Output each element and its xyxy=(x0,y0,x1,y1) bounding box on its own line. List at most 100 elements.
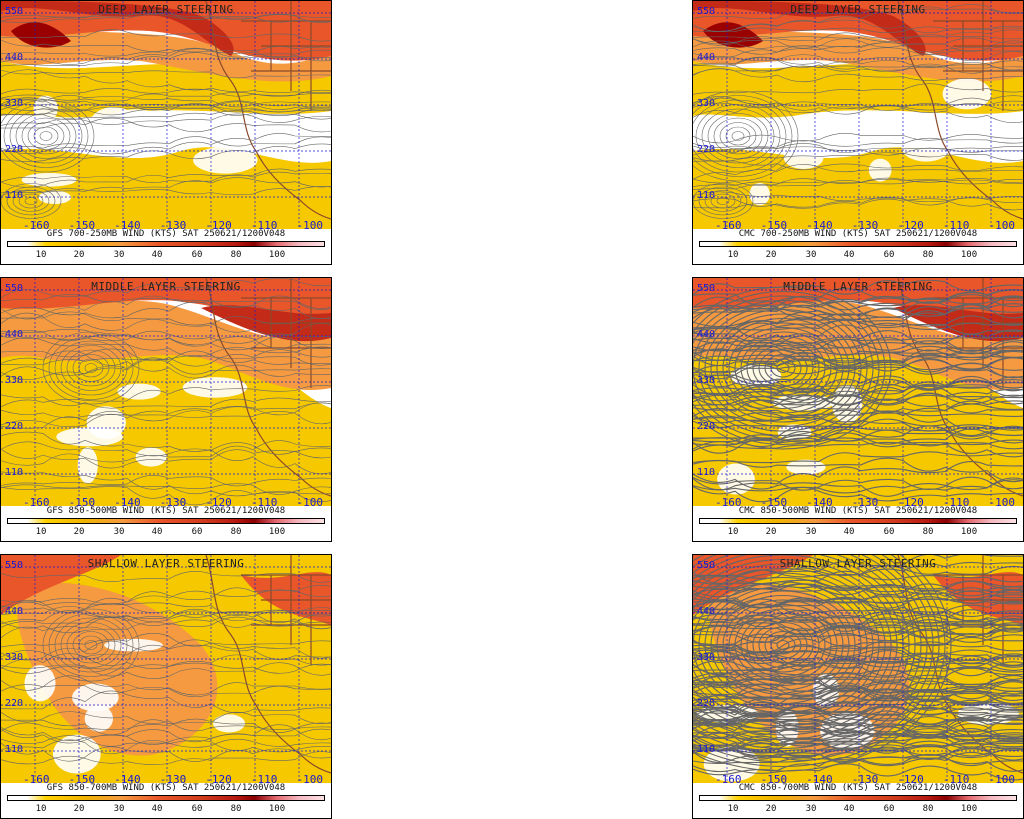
colorbar-tick-label: 10 xyxy=(727,527,739,537)
lon-labels: -160 -150 -140 -130 -120 -110 -100 xyxy=(715,773,1015,786)
colorbar-ticks: 10 20 30 40 60 80 100 xyxy=(713,250,993,262)
lon-label: -100 xyxy=(296,496,323,509)
lat-label: 550 xyxy=(5,560,24,571)
wind-speed-colorbar xyxy=(699,241,1017,247)
colorbar-tick-label: 100 xyxy=(268,527,286,537)
panel-title: DEEP LAYER STEERING xyxy=(790,3,926,16)
panel-gfs-middle: MIDDLE LAYER STEERING 550 440 330 220 110 -160… xyxy=(0,277,332,542)
lon-label: -110 xyxy=(250,773,278,786)
colorbar-tick-label: 40 xyxy=(843,527,855,537)
lat-label: 440 xyxy=(697,52,716,63)
colorbar-ticks: 10 20 30 40 60 80 100 xyxy=(21,250,301,262)
panel-caption: CMC 850-700MB WIND (KTS) SAT 250621/1200… xyxy=(738,783,978,793)
lon-label: -160 xyxy=(23,219,50,232)
lat-label: 330 xyxy=(5,652,24,663)
lat-label: 110 xyxy=(5,744,24,755)
lon-labels: -160 -150 -140 -130 -120 -110 -100 xyxy=(715,219,1015,232)
panel-title: MIDDLE LAYER STEERING xyxy=(91,280,241,293)
steering-map xyxy=(1,1,331,229)
colorbar-tick-label: 80 xyxy=(230,250,242,260)
lat-label: 220 xyxy=(697,144,716,155)
steering-map xyxy=(1,555,331,783)
lon-label: -110 xyxy=(942,496,970,509)
wind-speed-colorbar xyxy=(699,795,1017,801)
lat-label: 550 xyxy=(5,6,24,17)
colorbar-tick-label: 20 xyxy=(73,804,85,814)
colorbar-ticks: 10 20 30 40 60 80 100 xyxy=(713,527,993,539)
lat-label: 440 xyxy=(5,606,24,617)
colorbar-tick-label: 100 xyxy=(268,250,286,260)
colorbar-tick-label: 100 xyxy=(960,527,978,537)
wind-speed-colorbar xyxy=(699,518,1017,524)
wind-speed-colorbar xyxy=(7,241,325,247)
colorbar-tick-label: 20 xyxy=(765,527,777,537)
lat-label: 330 xyxy=(697,98,716,109)
colorbar-tick-label: 60 xyxy=(883,804,895,814)
colorbar-ticks: 10 20 30 40 60 80 100 xyxy=(21,527,301,539)
colorbar-tick-label: 80 xyxy=(230,527,242,537)
colorbar-tick-label: 10 xyxy=(35,250,47,260)
lat-label: 330 xyxy=(5,98,24,109)
lon-label: -120 xyxy=(897,773,924,786)
lat-label: 110 xyxy=(5,467,24,478)
colorbar-tick-label: 30 xyxy=(113,250,125,260)
lat-label: 330 xyxy=(697,652,716,663)
colorbar-tick-label: 40 xyxy=(151,804,163,814)
lon-label: -100 xyxy=(988,773,1015,786)
colorbar-tick-label: 10 xyxy=(727,250,739,260)
map-area xyxy=(1,278,331,506)
colorbar-tick-label: 30 xyxy=(113,804,125,814)
colorbar-tick-label: 80 xyxy=(922,804,934,814)
colorbar-tick-label: 60 xyxy=(191,804,203,814)
lon-label: -150 xyxy=(68,773,96,786)
lon-label: -140 xyxy=(114,496,141,509)
lon-label: -130 xyxy=(851,219,879,232)
colorbar-ticks: 10 20 30 40 60 80 100 xyxy=(713,804,993,816)
lat-label: 220 xyxy=(5,421,24,432)
colorbar-tick-label: 80 xyxy=(922,250,934,260)
lat-label: 550 xyxy=(697,283,716,294)
colorbar-tick-label: 60 xyxy=(191,250,203,260)
panel-caption: GFS 850-500MB WIND (KTS) SAT 250621/1200… xyxy=(46,506,286,516)
lat-label: 550 xyxy=(697,6,716,17)
colorbar-tick-label: 40 xyxy=(151,527,163,537)
steering-map xyxy=(693,1,1023,229)
lon-label: -130 xyxy=(851,496,879,509)
lon-label: -100 xyxy=(988,219,1015,232)
lon-labels: -160 -150 -140 -130 -120 -110 -100 xyxy=(23,219,323,232)
lat-label: 110 xyxy=(5,190,24,201)
lon-label: -130 xyxy=(159,773,187,786)
lon-label: -150 xyxy=(760,219,788,232)
panel-title: SHALLOW LAYER STEERING xyxy=(87,557,245,570)
colorbar-tick-label: 20 xyxy=(73,250,85,260)
lon-label: -110 xyxy=(942,773,970,786)
colorbar-tick-label: 80 xyxy=(922,527,934,537)
lon-label: -110 xyxy=(250,219,278,232)
colorbar-tick-label: 60 xyxy=(883,250,895,260)
panel-title: SHALLOW LAYER STEERING xyxy=(779,557,937,570)
colorbar-tick-label: 30 xyxy=(805,804,817,814)
lon-label: -120 xyxy=(205,219,232,232)
lat-label: 550 xyxy=(5,283,24,294)
colorbar-tick-label: 100 xyxy=(268,804,286,814)
lat-label: 440 xyxy=(697,329,716,340)
panel-caption: CMC 850-500MB WIND (KTS) SAT 250621/1200… xyxy=(738,506,978,516)
panel-title: DEEP LAYER STEERING xyxy=(98,3,234,16)
lat-label: 440 xyxy=(697,606,716,617)
lon-label: -100 xyxy=(296,773,323,786)
panel-cmc-middle: MIDDLE LAYER STEERING 550 440 330 220 110 -160… xyxy=(692,277,1024,542)
lon-label: -120 xyxy=(897,496,924,509)
lat-label: 330 xyxy=(697,375,716,386)
lon-labels: -160 -150 -140 -130 -120 -110 -100 xyxy=(23,496,323,509)
lon-label: -140 xyxy=(806,773,833,786)
lon-label: -100 xyxy=(296,219,323,232)
lon-label: -160 xyxy=(715,773,742,786)
lon-label: -120 xyxy=(205,773,232,786)
colorbar-tick-label: 60 xyxy=(191,527,203,537)
lat-label: 110 xyxy=(697,744,716,755)
steering-map xyxy=(1,278,331,506)
colorbar-tick-label: 20 xyxy=(765,804,777,814)
colorbar-tick-label: 80 xyxy=(230,804,242,814)
steering-map xyxy=(693,278,1023,506)
panel-caption: GFS 700-250MB WIND (KTS) SAT 250621/1200… xyxy=(46,229,286,239)
